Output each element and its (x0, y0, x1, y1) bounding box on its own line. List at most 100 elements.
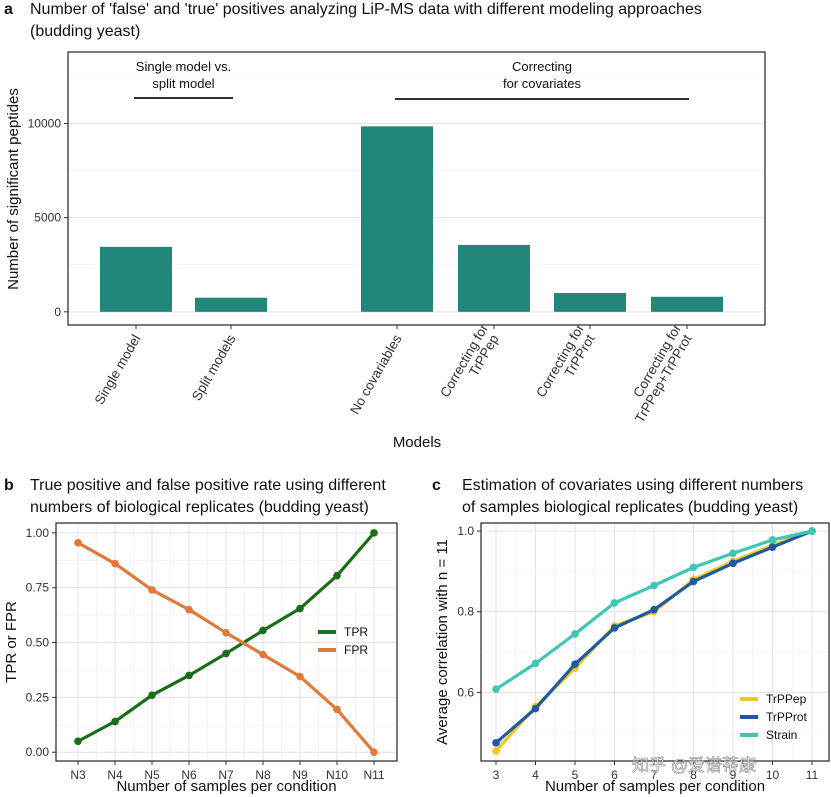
panel-b-letter: b (4, 477, 14, 494)
panel-c-xtick-5: 8 (690, 768, 697, 782)
panel-c-ytick-0: 0.6 (457, 685, 474, 699)
panel-c-point-strain-0 (492, 685, 500, 693)
panel-b-ylabel: TPR or FPR (3, 601, 20, 683)
panel-c-xtick-6: 9 (730, 768, 737, 782)
panel-b-ytick-4: 1.00 (26, 526, 50, 540)
panel-c-point-trpprot-0 (492, 739, 500, 747)
panel-c-point-strain-7 (768, 536, 777, 544)
panel-a-bar-chart: a Number of 'false' and 'true' positives … (4, 1, 766, 451)
panel-b-point-fpr-5 (259, 650, 267, 659)
panel-b-legend-label-fpr: FPR (344, 643, 368, 657)
panel-c-point-trpprot-2 (571, 660, 579, 668)
panel-c-letter: c (432, 477, 441, 494)
panel-b-point-tpr-6 (296, 604, 304, 613)
panel-b-xtick-7: N10 (326, 768, 348, 782)
panel-b-title-line-1: numbers of biological replicates (buddin… (30, 499, 369, 516)
panel-c-xlabel: Number of samples per condition (545, 778, 765, 795)
panel-a-bar-2 (361, 126, 433, 312)
panel-c-ytick-2: 1.0 (457, 524, 474, 538)
panel-b-xtick-5: N8 (255, 768, 271, 782)
watermark: 知乎 @爱谱蒂康 (632, 756, 756, 775)
panel-a-bracket-label-0-0: Single model vs. (136, 59, 231, 74)
panel-b-xtick-0: N3 (70, 768, 86, 782)
panel-a-bar-4 (554, 292, 626, 312)
panel-a-xtick-label-2-0: No covariables (347, 332, 405, 417)
panel-b-point-tpr-7 (333, 571, 341, 580)
panel-b-point-tpr-5 (259, 626, 267, 635)
panel-b-xtick-2: N5 (144, 768, 160, 782)
panel-c-point-strain-1 (531, 659, 540, 668)
panel-b-point-tpr-8 (370, 529, 378, 537)
panel-b-point-tpr-4 (222, 649, 230, 658)
panel-a-xlabel: Models (393, 434, 441, 451)
panel-b-point-fpr-4 (222, 628, 230, 637)
panel-c-legend-label-trppep: TrPPep (766, 692, 807, 706)
panel-c-legend-label-trpprot: TrPProt (766, 710, 808, 724)
panel-c-xtick-3: 6 (611, 768, 618, 782)
panel-b-point-fpr-7 (333, 705, 341, 714)
panel-a-bar-3 (458, 244, 530, 312)
panel-a-ylabel: Number of significant peptides (5, 88, 22, 290)
panel-a-bracket-label-1-0: Correcting (512, 59, 572, 74)
panel-b-ytick-1: 0.25 (26, 690, 50, 704)
panel-b-legend-label-tpr: TPR (344, 625, 368, 639)
panel-c-point-trpprot-7 (768, 543, 777, 552)
panel-c-ylabel: Average correlation with n = 11 (434, 539, 451, 745)
panel-a-ytick-2: 10000 (28, 117, 62, 131)
panel-b-point-fpr-3 (185, 605, 193, 614)
panel-c-point-strain-3 (610, 599, 619, 607)
panel-b-point-fpr-0 (74, 538, 82, 547)
panel-c-xtick-0: 3 (493, 768, 500, 782)
panel-a-xtick-label-1-0: Split models (189, 332, 239, 403)
panel-b-xtick-3: N6 (181, 768, 197, 782)
panel-c-point-strain-5 (689, 563, 698, 572)
panel-a-ytick-1: 5000 (34, 211, 61, 225)
panel-b-point-tpr-0 (74, 737, 82, 746)
panel-a-bar-5 (651, 296, 723, 312)
panel-a-bar-0 (100, 246, 172, 312)
panel-a-ytick-0: 0 (54, 305, 61, 319)
panel-c-xtick-7: 10 (766, 768, 780, 782)
panel-b-xtick-4: N7 (218, 768, 234, 782)
panel-b-ytick-0: 0.00 (26, 745, 50, 759)
panel-c-xtick-4: 7 (651, 768, 658, 782)
panel-c-ytick-1: 0.8 (457, 605, 474, 619)
panel-c-line-chart: c Estimation of covariates using differen… (432, 477, 830, 795)
panel-a-letter: a (4, 1, 13, 18)
panel-b-xtick-8: N11 (363, 768, 384, 782)
panel-a-bracket-label-0-1: split model (152, 76, 214, 91)
panel-c-point-strain-6 (729, 549, 737, 558)
panel-b-point-fpr-2 (148, 586, 156, 594)
panel-b-point-fpr-8 (370, 748, 378, 757)
panel-b-ytick-2: 0.50 (26, 636, 50, 650)
panel-b-point-fpr-6 (296, 672, 304, 681)
panel-c-title-line-1: of samples biological replicates (buddin… (462, 499, 798, 516)
panel-c-point-strain-8 (808, 527, 816, 535)
panel-c-xtick-8: 11 (806, 768, 819, 782)
panel-c-point-trppep-0 (492, 747, 500, 755)
panel-c-point-trpprot-3 (610, 624, 619, 632)
panel-b-xtick-1: N4 (107, 768, 123, 782)
panel-b-line-chart: b True positive and false positive rate u… (3, 477, 398, 795)
panel-a-frame (67, 51, 766, 326)
panel-b-xlabel: Number of samples per condition (116, 778, 336, 795)
panel-c-frame (480, 522, 830, 762)
panel-b-point-tpr-3 (185, 671, 193, 680)
panel-b-title-line-0: True positive and false positive rate us… (30, 477, 386, 494)
panel-a-title-line-1: (budding yeast) (30, 23, 140, 40)
panel-b-point-tpr-1 (111, 717, 119, 726)
panel-b-xtick-6: N9 (292, 768, 308, 782)
panel-a-title-line-0: Number of 'false' and 'true' positives a… (30, 1, 702, 18)
panel-c-point-strain-2 (571, 630, 579, 638)
panel-c-point-trpprot-5 (689, 577, 698, 586)
panel-a-bar-1 (195, 297, 267, 312)
panel-c-point-trpprot-1 (531, 704, 540, 713)
panel-b-ytick-3: 0.75 (26, 581, 50, 595)
panel-b-point-tpr-2 (148, 691, 156, 699)
panel-c-title-line-0: Estimation of covariates using different… (462, 477, 803, 494)
panel-a-bracket-label-1-1: for covariates (503, 76, 582, 91)
panel-c-legend-label-strain: Strain (766, 728, 797, 742)
panel-c-point-strain-4 (650, 581, 658, 590)
panel-c-point-trpprot-4 (650, 605, 658, 614)
